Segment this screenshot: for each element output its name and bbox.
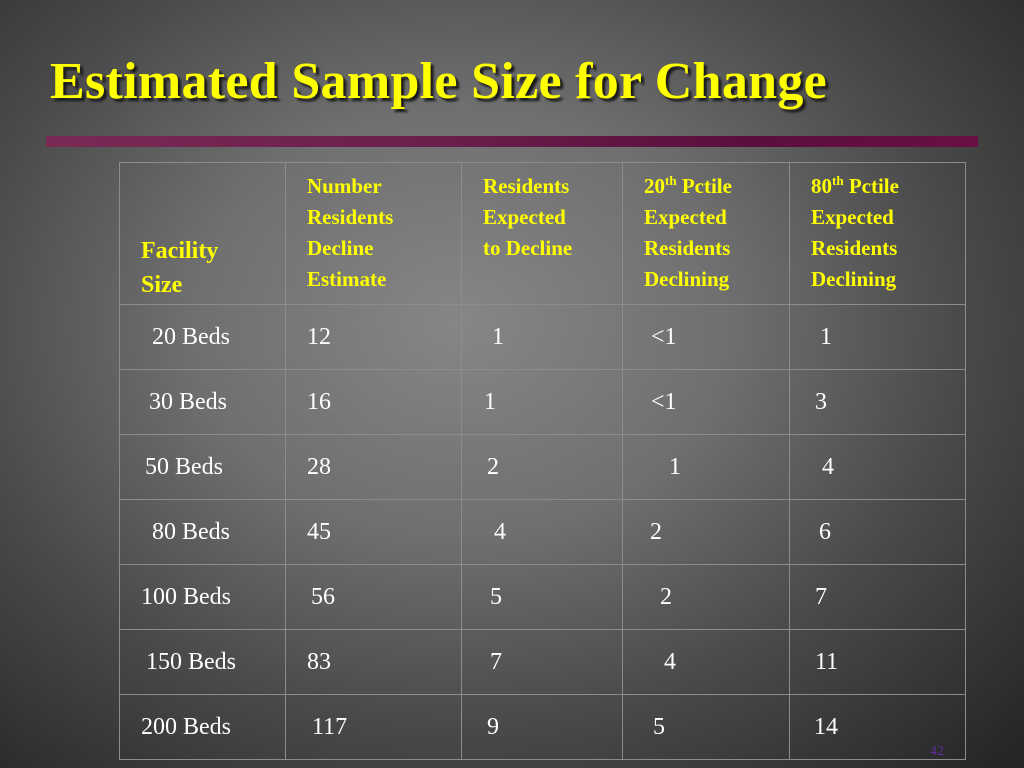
p20-cell: 2 — [622, 499, 790, 565]
facility-size-cell: 100 Beds — [119, 564, 286, 630]
header-facility-size: Facility Size — [119, 162, 286, 305]
slide-title: Estimated Sample Size for Change — [50, 53, 828, 110]
facility-size-cell: 200 Beds — [119, 694, 286, 760]
header-number-residents: Number Residents Decline Estimate — [285, 162, 462, 305]
number-estimate-cell: 56 — [285, 564, 462, 630]
table-row: 100 Beds 56 5 2 7 — [119, 564, 966, 630]
table-row: 150 Beds 83 7 4 11 — [119, 629, 966, 695]
p80-cell: 11 — [789, 629, 966, 695]
number-estimate-cell: 16 — [285, 369, 462, 435]
header-80th-pctile: 80th Pctile Expected Residents Declining — [789, 162, 966, 305]
expected-decline-cell: 2 — [461, 434, 623, 500]
table-row: 80 Beds 45 4 2 6 — [119, 499, 966, 565]
facility-size-cell: 150 Beds — [119, 629, 286, 695]
number-estimate-cell: 28 — [285, 434, 462, 500]
number-estimate-cell: 45 — [285, 499, 462, 565]
expected-decline-cell: 9 — [461, 694, 623, 760]
facility-size-cell: 50 Beds — [119, 434, 286, 500]
table-row: 20 Beds 12 1 <1 1 — [119, 304, 966, 370]
number-estimate-cell: 83 — [285, 629, 462, 695]
sample-size-table: Facility Size Number Residents Decline E… — [119, 162, 966, 760]
p20-cell: 5 — [622, 694, 790, 760]
p80-cell: 14 — [789, 694, 966, 760]
facility-size-cell: 80 Beds — [119, 499, 286, 565]
header-residents-expected: Residents Expected to Decline — [461, 162, 623, 305]
slide-number: 42 — [930, 744, 944, 759]
expected-decline-cell: 1 — [461, 369, 623, 435]
expected-decline-cell: 7 — [461, 629, 623, 695]
p20-cell: 4 — [622, 629, 790, 695]
facility-size-cell: 30 Beds — [119, 369, 286, 435]
p80-cell: 1 — [789, 304, 966, 370]
p80-cell: 6 — [789, 499, 966, 565]
number-estimate-cell: 12 — [285, 304, 462, 370]
p80-cell: 3 — [789, 369, 966, 435]
table-row: 30 Beds 16 1 <1 3 — [119, 369, 966, 435]
expected-decline-cell: 4 — [461, 499, 623, 565]
p80-cell: 7 — [789, 564, 966, 630]
expected-decline-cell: 5 — [461, 564, 623, 630]
expected-decline-cell: 1 — [461, 304, 623, 370]
p20-cell: 2 — [622, 564, 790, 630]
table-row: 200 Beds 117 9 5 14 — [119, 694, 966, 760]
facility-size-cell: 20 Beds — [119, 304, 286, 370]
p20-cell: <1 — [622, 369, 790, 435]
number-estimate-cell: 117 — [285, 694, 462, 760]
table-header-row: Facility Size Number Residents Decline E… — [119, 162, 966, 305]
p20-cell: 1 — [622, 434, 790, 500]
p20-cell: <1 — [622, 304, 790, 370]
header-20th-pctile: 20th Pctile Expected Residents Declining — [622, 162, 790, 305]
table-row: 50 Beds 28 2 1 4 — [119, 434, 966, 500]
title-divider — [46, 136, 978, 147]
p80-cell: 4 — [789, 434, 966, 500]
